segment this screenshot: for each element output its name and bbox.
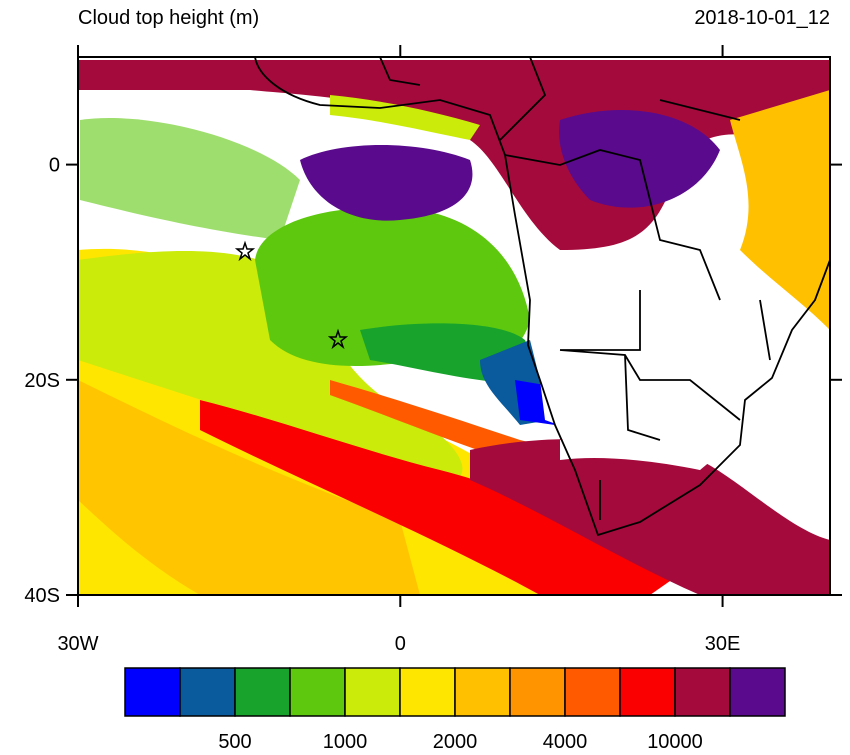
x-tick-label: 30W — [57, 633, 98, 655]
colorbar-label: 500 — [218, 731, 251, 750]
site-marker — [234, 240, 256, 262]
map-frame — [77, 56, 831, 596]
colorbar-label: 2000 — [433, 731, 478, 750]
colorbar-swatch — [509, 667, 566, 717]
colorbar-swatch — [729, 667, 786, 717]
colorbar-swatch — [454, 667, 511, 717]
x-tick-label: 30E — [705, 633, 741, 655]
y-tick-label: 20S — [24, 370, 60, 392]
map-title: Cloud top height (m) — [78, 7, 259, 29]
map-time: 2018-10-01_12 — [694, 7, 830, 29]
coastlines — [254, 57, 830, 537]
colorbar-label: 1000 — [323, 731, 368, 750]
y-tick-label: 40S — [24, 585, 60, 607]
x-tick-label: 0 — [395, 633, 406, 655]
colorbar-swatch — [179, 667, 236, 717]
y-tick-label: 0 — [49, 155, 60, 177]
colorbar-swatch — [564, 667, 621, 717]
colorbar-swatch — [399, 667, 456, 717]
colorbar-swatch — [234, 667, 291, 717]
colorbar-swatch — [289, 667, 346, 717]
site-marker — [327, 328, 349, 350]
colorbar-swatch — [344, 667, 401, 717]
colorbar-swatch — [124, 667, 181, 717]
colorbar-label: 10000 — [647, 731, 703, 750]
cloud-field — [78, 57, 830, 595]
colorbar-swatch — [619, 667, 676, 717]
colorbar-label: 4000 — [543, 731, 588, 750]
colorbar-swatch — [674, 667, 731, 717]
